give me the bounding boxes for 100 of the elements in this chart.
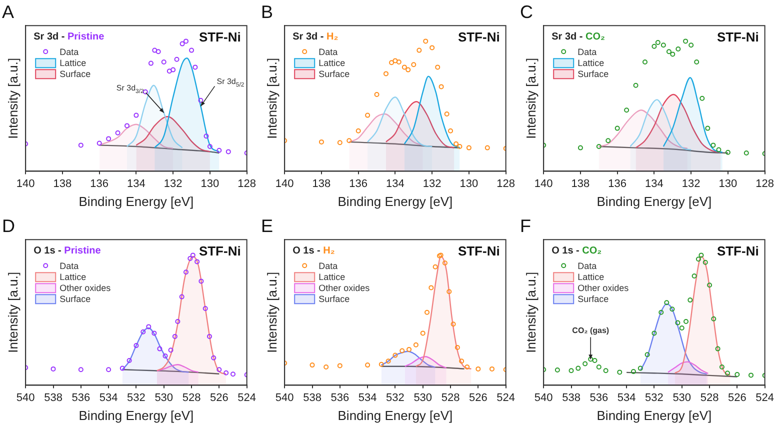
legend-label: Other oxides <box>318 283 370 294</box>
point <box>660 42 666 48</box>
y-axis-title: Intensity [a.u.] <box>5 58 20 139</box>
x-tick-label: 524 <box>496 392 516 404</box>
x-tick-label: 524 <box>756 392 774 404</box>
point <box>448 128 454 134</box>
point <box>198 278 204 284</box>
point <box>676 46 681 52</box>
point <box>576 366 581 371</box>
x-tick-label: 536 <box>590 392 608 404</box>
x-tick-label: 134 <box>386 178 404 190</box>
point <box>688 42 694 48</box>
point <box>702 260 708 265</box>
point <box>389 60 394 66</box>
point <box>582 361 588 366</box>
annotation: STF-Ni <box>458 244 500 259</box>
point <box>554 367 560 372</box>
point <box>710 142 716 148</box>
point <box>216 148 222 153</box>
chart-title: D <box>2 216 15 236</box>
point <box>365 112 370 118</box>
x-tick-label: 534 <box>99 392 118 404</box>
point <box>411 62 416 68</box>
legend-label: Data <box>60 47 79 58</box>
annotation: O 1s - <box>34 246 64 257</box>
point <box>683 38 688 44</box>
point <box>406 67 411 72</box>
legend-label: Lattice <box>578 58 604 68</box>
point <box>324 364 329 370</box>
legend-label: Other oxides <box>60 283 112 294</box>
point <box>140 329 146 334</box>
x-tick-label: 128 <box>756 178 774 190</box>
point <box>202 306 208 311</box>
point <box>696 256 701 262</box>
point <box>748 372 754 378</box>
legend-label: Other oxides <box>578 283 630 294</box>
point <box>606 138 611 144</box>
point <box>413 342 418 348</box>
point <box>454 141 459 146</box>
point <box>224 370 229 376</box>
point <box>454 345 460 350</box>
point <box>157 346 162 352</box>
annotation: CO₂ (gas) <box>572 326 610 336</box>
x-tick-label: 534 <box>617 392 636 404</box>
point <box>725 150 730 155</box>
x-tick-label: 536 <box>330 392 350 404</box>
point <box>172 334 178 339</box>
annotation: Sr 3d - <box>34 32 68 43</box>
point <box>438 84 444 90</box>
point <box>416 48 422 53</box>
annotation: CO₂ <box>582 246 602 257</box>
point <box>588 356 594 362</box>
point <box>596 144 602 149</box>
point <box>711 316 716 322</box>
point <box>174 56 180 62</box>
point <box>146 324 152 330</box>
x-tick-label: 540 <box>16 392 35 404</box>
y-axis-title: Intensity [a.u.] <box>264 58 280 139</box>
x-tick-label: 138 <box>312 178 331 190</box>
point <box>658 310 664 315</box>
point <box>183 270 188 275</box>
point <box>134 343 139 348</box>
point <box>106 367 112 372</box>
x-tick-label: 130 <box>460 178 478 190</box>
point <box>715 346 720 352</box>
point <box>120 366 125 371</box>
point <box>211 355 216 360</box>
legend-label: Lattice <box>60 272 86 282</box>
point <box>337 140 342 146</box>
point <box>694 60 700 64</box>
point <box>175 319 180 324</box>
x-axis-title: Binding Energy [eV] <box>338 408 453 423</box>
legend-label: Surface <box>60 294 91 304</box>
point <box>633 82 638 88</box>
legend-label: Surface <box>578 294 609 304</box>
legend-label: Lattice <box>318 272 346 282</box>
point <box>189 48 194 53</box>
point <box>179 294 184 300</box>
annotation: STF-Ni <box>716 30 759 45</box>
legend-label: Lattice <box>318 58 346 68</box>
point <box>96 140 102 146</box>
point <box>198 98 204 103</box>
annotation: Pristine <box>64 246 102 257</box>
point <box>356 128 361 134</box>
x-tick-label: 530 <box>154 392 174 404</box>
x-tick-label: 134 <box>127 178 146 190</box>
point <box>716 147 722 152</box>
point <box>644 352 650 358</box>
x-tick-label: 140 <box>275 178 294 190</box>
x-tick-label: 132 <box>164 178 182 190</box>
annotation: CO₂ <box>585 32 605 43</box>
x-tick-label: 528 <box>700 392 719 404</box>
point <box>392 58 398 64</box>
point <box>402 64 407 70</box>
x-tick-label: 140 <box>534 178 553 190</box>
legend-label: Surface <box>318 294 350 304</box>
point <box>719 364 724 370</box>
x-tick-label: 536 <box>72 392 90 404</box>
x-axis-title: Binding Energy [eV] <box>78 194 194 209</box>
point <box>386 358 391 364</box>
